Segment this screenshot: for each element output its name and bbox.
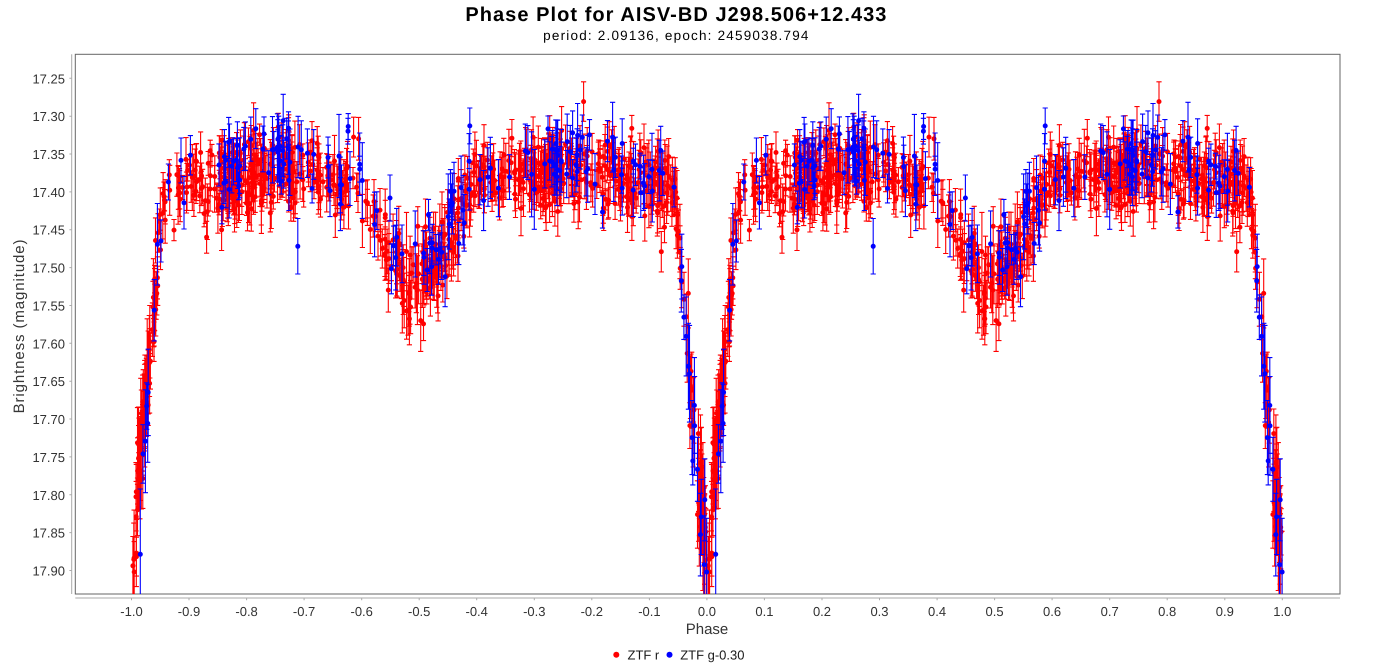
svg-text:0.3: 0.3 <box>870 604 888 619</box>
svg-text:0.7: 0.7 <box>1101 604 1119 619</box>
svg-text:17.80: 17.80 <box>32 488 65 503</box>
svg-text:17.55: 17.55 <box>32 299 65 314</box>
svg-text:0.9: 0.9 <box>1216 604 1234 619</box>
svg-text:-0.2: -0.2 <box>581 604 603 619</box>
svg-text:17.30: 17.30 <box>32 109 65 124</box>
svg-text:0.4: 0.4 <box>928 604 946 619</box>
svg-text:0.2: 0.2 <box>813 604 831 619</box>
svg-text:-1.0: -1.0 <box>120 604 142 619</box>
svg-text:17.65: 17.65 <box>32 374 65 389</box>
svg-text:17.45: 17.45 <box>32 223 65 238</box>
svg-text:0.5: 0.5 <box>986 604 1004 619</box>
svg-text:17.35: 17.35 <box>32 147 65 162</box>
svg-text:-0.5: -0.5 <box>408 604 430 619</box>
svg-text:17.75: 17.75 <box>32 450 65 465</box>
svg-text:-0.8: -0.8 <box>235 604 257 619</box>
svg-text:-0.4: -0.4 <box>465 604 487 619</box>
svg-text:17.40: 17.40 <box>32 185 65 200</box>
svg-text:17.25: 17.25 <box>32 71 65 86</box>
svg-text:17.50: 17.50 <box>32 261 65 276</box>
svg-text:0.8: 0.8 <box>1158 604 1176 619</box>
svg-text:-0.9: -0.9 <box>178 604 200 619</box>
svg-text:0.1: 0.1 <box>755 604 773 619</box>
svg-text:17.90: 17.90 <box>32 564 65 579</box>
svg-text:-0.1: -0.1 <box>638 604 660 619</box>
svg-text:1.0: 1.0 <box>1273 604 1291 619</box>
svg-text:period: 2.09136, epoch: 245903: period: 2.09136, epoch: 2459038.794 <box>543 28 809 43</box>
svg-text:-0.6: -0.6 <box>350 604 372 619</box>
svg-text:17.85: 17.85 <box>32 526 65 541</box>
svg-text:Brightness (magnitude): Brightness (magnitude) <box>11 239 28 414</box>
svg-text:-0.3: -0.3 <box>523 604 545 619</box>
svg-text:ZTF g-0.30: ZTF g-0.30 <box>680 648 744 663</box>
svg-text:Phase Plot for AISV-BD J298.50: Phase Plot for AISV-BD J298.506+12.433 <box>465 4 887 26</box>
svg-text:17.70: 17.70 <box>32 412 65 427</box>
svg-text:-0.7: -0.7 <box>293 604 315 619</box>
svg-text:0.6: 0.6 <box>1043 604 1061 619</box>
svg-text:ZTF r: ZTF r <box>628 648 660 663</box>
svg-text:17.60: 17.60 <box>32 336 65 351</box>
svg-text:Phase: Phase <box>686 621 729 638</box>
svg-text:0.0: 0.0 <box>698 604 716 619</box>
